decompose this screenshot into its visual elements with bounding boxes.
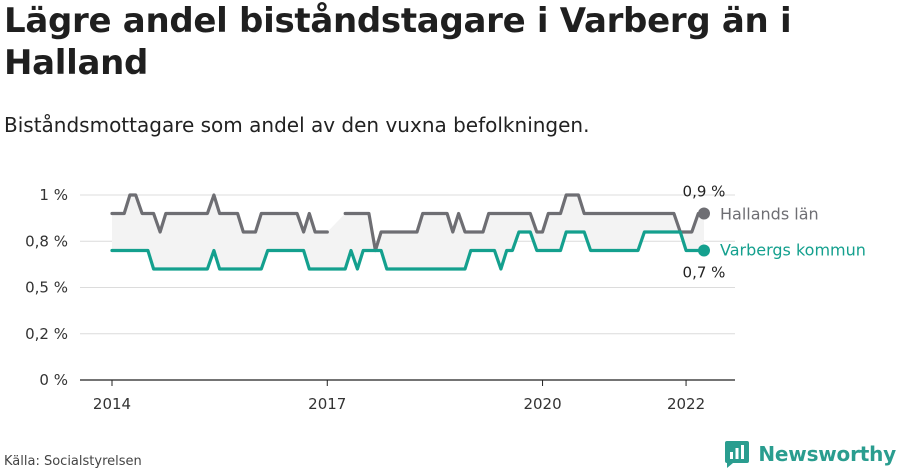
chart-subtitle: Biståndsmottagare som andel av den vuxna… xyxy=(4,113,590,137)
series-label-hallands: Hallands län xyxy=(720,205,819,224)
series-line-hallands xyxy=(343,193,706,253)
y-tick-label: 1 % xyxy=(39,186,68,204)
y-tick-label: 0,8 % xyxy=(25,232,68,250)
label-layer: 0 % 0,2 % 0,5 % 0,8 % 1 % 2014 2017 2020 2022 Hal… xyxy=(25,183,866,414)
series-label-varbergs: Varbergs kommun xyxy=(720,241,866,260)
end-marker-varbergs xyxy=(698,244,710,257)
y-tick-label: 0,2 % xyxy=(25,325,68,343)
end-marker-hallands xyxy=(698,207,710,220)
y-tick-label: 0 % xyxy=(39,371,68,389)
x-tick-label: 2014 xyxy=(93,395,131,413)
end-value-hallands: 0,9 % xyxy=(683,183,726,201)
end-value-varbergs: 0,7 % xyxy=(683,264,726,282)
brand-name: Newsworthy xyxy=(758,442,896,466)
newsworthy-logo-icon xyxy=(725,441,750,468)
chart-title: Lägre andel biståndstagare i Varberg än … xyxy=(4,1,792,83)
axis-layer xyxy=(80,379,735,386)
y-tick-label: 0,5 % xyxy=(25,279,68,297)
x-tick-label: 2017 xyxy=(308,395,346,413)
x-tick-label: 2020 xyxy=(523,395,561,413)
series-layer xyxy=(110,193,710,271)
brand-logo: Newsworthy xyxy=(724,440,896,468)
series-line-varbergs xyxy=(110,230,706,271)
x-tick-label: 2022 xyxy=(667,395,705,413)
series-line-hallands xyxy=(110,193,329,234)
source-note: Källa: Socialstyrelsen xyxy=(4,454,142,469)
